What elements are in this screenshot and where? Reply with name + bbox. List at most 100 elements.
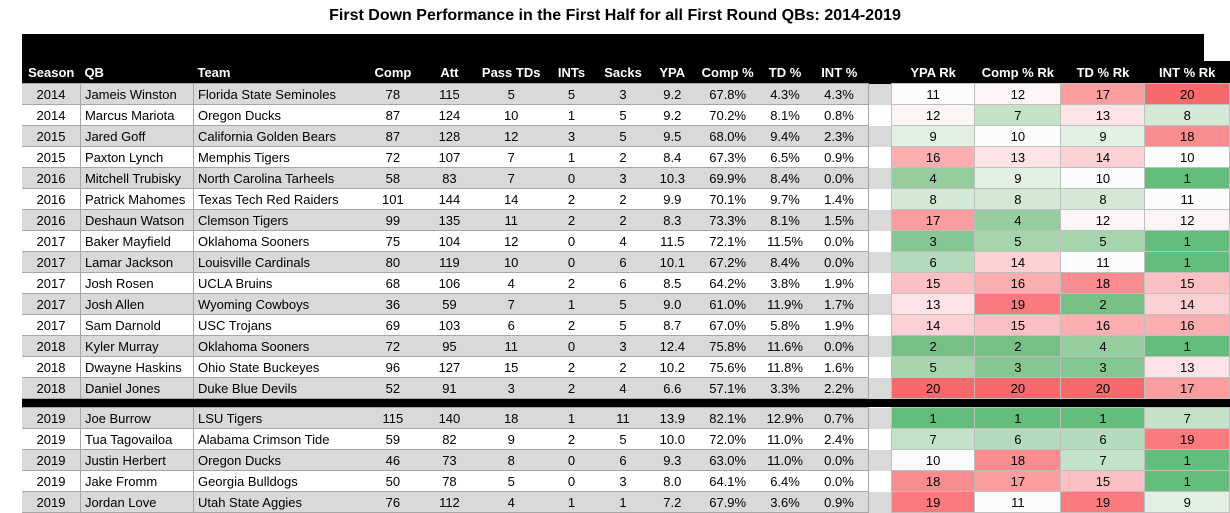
td-pct-rank-cell: 6 bbox=[1060, 428, 1146, 450]
pass-tds-cell: 7 bbox=[476, 293, 546, 315]
pass-tds-cell: 12 bbox=[476, 230, 546, 252]
ypa-rank-cell: 16 bbox=[891, 146, 976, 168]
comp-pct-cell: 82.1% bbox=[695, 407, 760, 429]
ypa-cell: 9.3 bbox=[649, 449, 696, 471]
comp-pct-cell: 67.2% bbox=[695, 251, 760, 273]
ints-cell: 1 bbox=[545, 104, 597, 126]
ypa-cell: 9.2 bbox=[649, 83, 696, 105]
ypa-rank-cell: 17 bbox=[891, 209, 976, 231]
ints-cell: 2 bbox=[545, 209, 597, 231]
season-cell: 2017 bbox=[22, 251, 81, 273]
qb-cell: Lamar Jackson bbox=[79, 251, 194, 273]
td-pct-rank-cell: 14 bbox=[1060, 146, 1146, 168]
td-pct-rank-cell: 4 bbox=[1060, 335, 1146, 357]
team-cell: Memphis Tigers bbox=[192, 146, 364, 168]
sacks-cell: 6 bbox=[596, 251, 650, 273]
qb-cell: Jameis Winston bbox=[79, 83, 194, 105]
comp-cell: 36 bbox=[363, 293, 423, 315]
season-cell: 2019 bbox=[22, 491, 81, 513]
ints-cell: 1 bbox=[545, 407, 597, 429]
table-row: 2015 Jared Goff California Golden Bears 87 1… bbox=[22, 125, 1230, 147]
td-pct-rank-cell: 13 bbox=[1060, 104, 1146, 126]
ypa-cell: 7.2 bbox=[649, 491, 696, 513]
int-pct-rank-cell: 1 bbox=[1144, 167, 1230, 189]
comp-pct-cell: 70.2% bbox=[695, 104, 760, 126]
att-cell: 124 bbox=[422, 104, 477, 126]
comp-pct-cell: 64.2% bbox=[695, 272, 760, 294]
ypa-rank-cell: 9 bbox=[891, 125, 976, 147]
season-cell: 2019 bbox=[22, 449, 81, 471]
int-pct-cell: 2.2% bbox=[810, 377, 869, 399]
comp-pct-cell: 67.0% bbox=[695, 314, 760, 336]
att-cell: 119 bbox=[422, 251, 477, 273]
int-pct-rank-cell: 20 bbox=[1144, 83, 1230, 105]
comp-pct-rank-cell: 19 bbox=[974, 293, 1062, 315]
table-row: 2019 Justin Herbert Oregon Ducks 46 73 8 0 6 9.3… bbox=[22, 449, 1230, 471]
att-cell: 135 bbox=[422, 209, 477, 231]
team-cell: Alabama Crimson Tide bbox=[192, 428, 364, 450]
ypa-rank-cell: 15 bbox=[891, 272, 976, 294]
ypa-cell: 8.5 bbox=[649, 272, 696, 294]
ints-cell: 2 bbox=[545, 377, 597, 399]
ints-cell: 0 bbox=[545, 251, 597, 273]
table-row: 2014 Marcus Mariota Oregon Ducks 87 124 10 1 5 9… bbox=[22, 104, 1230, 126]
comp-pct-cell: 75.6% bbox=[695, 356, 760, 378]
ints-cell: 2 bbox=[545, 272, 597, 294]
header-row: Season QB Team Comp Att Pass TDs INTs Sa… bbox=[22, 61, 1230, 84]
att-cell: 83 bbox=[422, 167, 477, 189]
int-pct-rank-cell: 1 bbox=[1144, 470, 1230, 492]
team-cell: Utah State Aggies bbox=[192, 491, 364, 513]
ypa-rank-cell: 11 bbox=[891, 83, 976, 105]
column-gap bbox=[868, 491, 892, 513]
ints-cell: 2 bbox=[545, 356, 597, 378]
season-cell: 2018 bbox=[22, 377, 81, 399]
ypa-cell: 10.0 bbox=[649, 428, 696, 450]
qb-cell: Josh Rosen bbox=[79, 272, 194, 294]
int-pct-rank-cell: 1 bbox=[1144, 251, 1230, 273]
comp-cell: 87 bbox=[363, 104, 423, 126]
column-gap bbox=[868, 61, 892, 84]
ints-cell: 0 bbox=[545, 470, 597, 492]
ypa-rank-cell: 8 bbox=[891, 188, 976, 210]
table-row: 2019 Tua Tagovailoa Alabama Crimson Tide 59… bbox=[22, 428, 1230, 450]
comp-cell: 75 bbox=[363, 230, 423, 252]
ints-cell: 0 bbox=[545, 335, 597, 357]
season-cell: 2017 bbox=[22, 314, 81, 336]
season-cell: 2017 bbox=[22, 272, 81, 294]
table-row: 2019 Jake Fromm Georgia Bulldogs 50 78 5 0 3 8.0… bbox=[22, 470, 1230, 492]
ypa-cell: 11.5 bbox=[649, 230, 696, 252]
comp-pct-cell: 61.0% bbox=[695, 293, 760, 315]
column-gap bbox=[868, 251, 892, 273]
ypa-cell: 9.0 bbox=[649, 293, 696, 315]
comp-pct-cell: 67.3% bbox=[695, 146, 760, 168]
ypa-cell: 10.3 bbox=[649, 167, 696, 189]
int-pct-cell: 0.0% bbox=[810, 449, 869, 471]
table-row: 2017 Josh Allen Wyoming Cowboys 36 59 7 1 5 9.0 6… bbox=[22, 293, 1230, 315]
ints-cell: 0 bbox=[545, 230, 597, 252]
ypa-cell: 8.7 bbox=[649, 314, 696, 336]
comp-pct-rank-cell: 2 bbox=[974, 335, 1062, 357]
sacks-cell: 11 bbox=[596, 407, 650, 429]
ypa-rank-cell: 18 bbox=[891, 470, 976, 492]
int-pct-rank-cell: 18 bbox=[1144, 125, 1230, 147]
sacks-cell: 5 bbox=[596, 293, 650, 315]
team-cell: Ohio State Buckeyes bbox=[192, 356, 364, 378]
qb-cell: Daniel Jones bbox=[79, 377, 194, 399]
column-gap bbox=[868, 209, 892, 231]
int-pct-rank-cell: 17 bbox=[1144, 377, 1230, 399]
qb-cell: Josh Allen bbox=[79, 293, 194, 315]
int-pct-rank-cell: 13 bbox=[1144, 356, 1230, 378]
sacks-cell: 2 bbox=[596, 209, 650, 231]
int-pct-cell: 0.0% bbox=[810, 230, 869, 252]
td-pct-cell: 11.5% bbox=[759, 230, 811, 252]
td-pct-cell: 11.6% bbox=[759, 335, 811, 357]
team-cell: Oregon Ducks bbox=[192, 104, 364, 126]
att-cell: 107 bbox=[422, 146, 477, 168]
col-header-ypa-rk: YPA Rk bbox=[891, 61, 975, 84]
ypa-cell: 9.2 bbox=[649, 104, 696, 126]
sacks-cell: 5 bbox=[596, 125, 650, 147]
column-gap bbox=[868, 335, 892, 357]
col-header-ypa: YPA bbox=[649, 61, 696, 84]
table-row: 2018 Daniel Jones Duke Blue Devils 52 91 3 2 4 6… bbox=[22, 377, 1230, 399]
col-header-qb: QB bbox=[80, 61, 194, 84]
